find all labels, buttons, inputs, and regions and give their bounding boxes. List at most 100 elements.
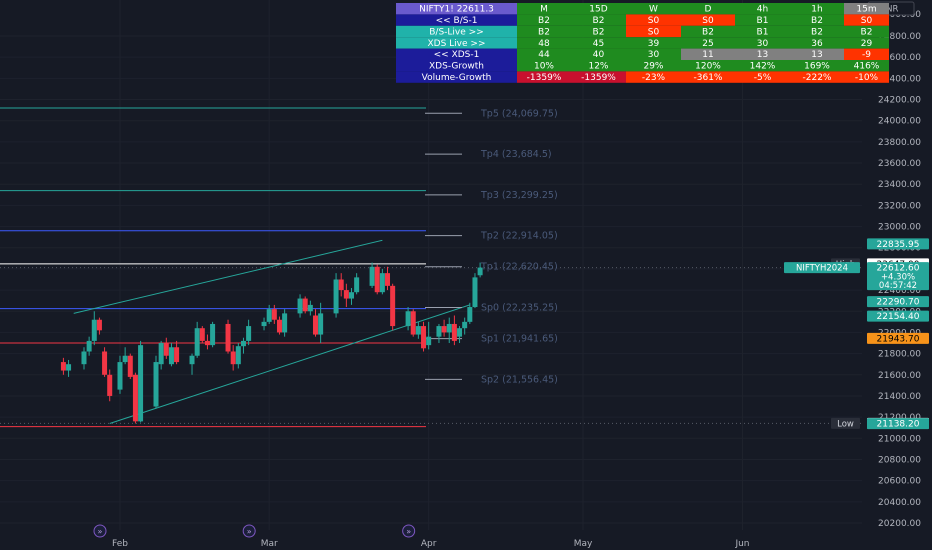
y-tick-label: 20200.00 (878, 519, 921, 529)
candle-body[interactable] (225, 323, 231, 352)
level-label-tp4: Tp4 (23,684.5) (480, 149, 552, 160)
candle-body[interactable] (312, 315, 318, 335)
table-cell-bg (517, 37, 571, 49)
table-cell: B1 (757, 27, 769, 37)
table-cell-bg (571, 3, 626, 15)
table-cell-bg (517, 25, 571, 38)
table-cell-bg (735, 14, 790, 26)
candle-body[interactable] (246, 326, 252, 341)
candle-body[interactable] (194, 328, 200, 356)
candle-body[interactable] (168, 347, 174, 365)
candle-body[interactable] (271, 309, 277, 320)
candle-body[interactable] (385, 273, 391, 286)
y-tick-label: 23600.00 (878, 159, 921, 169)
candle-body[interactable] (96, 319, 102, 331)
y-tick-label: 24200.00 (878, 96, 921, 106)
table-cell: 169% (804, 62, 830, 72)
candle-body[interactable] (86, 340, 92, 352)
table-cell-bg (844, 48, 889, 60)
candle-body[interactable] (204, 340, 210, 346)
candle-body[interactable] (132, 374, 138, 422)
table-cell-bg (790, 3, 844, 15)
price-labels: 22835.9522647.00High22612.60+4.30%04:57:… (831, 238, 929, 430)
candle-body[interactable] (390, 285, 396, 327)
candle-body[interactable] (462, 321, 468, 329)
candle-body[interactable] (426, 336, 432, 346)
table-header-cell: 1h (811, 5, 822, 15)
candle-body[interactable] (158, 343, 164, 365)
table-cell-bg (626, 3, 681, 15)
candle-body[interactable] (210, 323, 216, 346)
candle-body[interactable] (60, 362, 66, 371)
candle-body[interactable] (374, 266, 380, 293)
candle-body[interactable] (276, 319, 282, 333)
candle-body[interactable] (369, 266, 375, 286)
candle-body[interactable] (297, 298, 303, 314)
candle-body[interactable] (410, 311, 416, 335)
candle-body[interactable] (282, 313, 288, 333)
candle-body[interactable] (307, 304, 313, 312)
y-tick-label: 23800.00 (878, 138, 921, 148)
candle-body[interactable] (405, 311, 411, 327)
y-tick-label: 24400.00 (878, 74, 921, 84)
candle-body[interactable] (451, 323, 457, 341)
table-header-cell: NIFTY1! 22611.3 (419, 5, 494, 15)
candle-body[interactable] (415, 326, 421, 335)
candle-body[interactable] (302, 298, 308, 312)
candle-body[interactable] (127, 355, 133, 377)
candle-body[interactable] (379, 273, 385, 293)
candle-body[interactable] (472, 277, 478, 308)
candle-body[interactable] (163, 343, 169, 356)
candle-body[interactable] (230, 351, 236, 365)
table-cell-bg (571, 48, 626, 60)
candle-body[interactable] (235, 346, 241, 365)
candle-body[interactable] (153, 362, 159, 407)
level-label-tp2: Tp2 (22,914.05) (480, 231, 558, 242)
candle-body[interactable] (81, 351, 87, 365)
candle-body[interactable] (338, 279, 344, 291)
candle-body[interactable] (467, 307, 473, 322)
table-cell-bg (790, 71, 844, 83)
event-marker[interactable] (242, 524, 256, 538)
price-label: 21943.70 (877, 334, 920, 344)
candle-body[interactable] (122, 355, 128, 363)
candle-body[interactable] (117, 362, 123, 390)
price-label-box (867, 296, 929, 308)
event-marker[interactable] (402, 524, 416, 538)
table-row-label: XDS Live >> (428, 39, 486, 49)
table-cell: 29% (643, 62, 663, 72)
table-cell-bg (790, 37, 844, 49)
table-cell-bg (396, 14, 517, 26)
candle-body[interactable] (349, 292, 354, 299)
candles[interactable] (60, 262, 483, 424)
candle-body[interactable] (436, 326, 442, 337)
table-cell-bg (735, 71, 790, 83)
table-cell-bg (681, 60, 735, 72)
table-cell-bg (681, 14, 735, 26)
candle-body[interactable] (441, 326, 447, 333)
candle-body[interactable] (446, 323, 452, 333)
candle-body[interactable] (174, 347, 180, 363)
candle-body[interactable] (266, 309, 272, 322)
candle-body[interactable] (318, 313, 324, 335)
candle-body[interactable] (261, 321, 267, 327)
price-label-box (867, 332, 929, 344)
candle-body[interactable] (421, 326, 427, 349)
candle-body[interactable] (189, 355, 195, 365)
candle-body[interactable] (102, 351, 108, 375)
event-marker[interactable] (93, 524, 107, 538)
candle-body[interactable] (477, 267, 483, 276)
candle-body[interactable] (240, 340, 246, 347)
price-label-box (867, 310, 929, 322)
candle-body[interactable] (107, 374, 113, 396)
candle-body[interactable] (91, 319, 97, 341)
candle-body[interactable] (66, 364, 72, 371)
candle-body[interactable] (343, 290, 349, 299)
table-cell-bg (681, 48, 735, 60)
candle-body[interactable] (138, 345, 144, 422)
candle-body[interactable] (333, 279, 339, 314)
candle-body[interactable] (457, 328, 463, 337)
candle-body[interactable] (199, 328, 205, 341)
candle-body[interactable] (354, 277, 360, 293)
